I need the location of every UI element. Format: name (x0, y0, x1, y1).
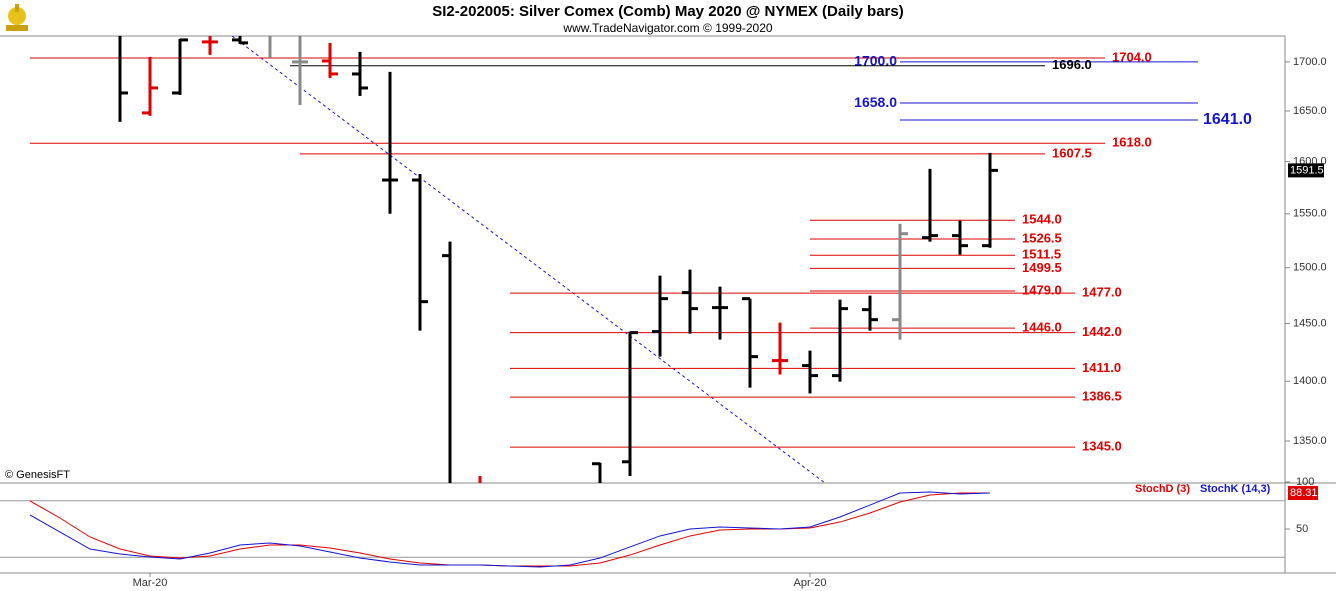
x-tick-label: Mar-20 (133, 577, 168, 589)
stoch-lines (29, 491, 991, 568)
y-tick-label: 1500.0 (1293, 262, 1327, 274)
bars (118, 36, 998, 483)
level-label: 1511.5 (1022, 247, 1061, 262)
y-tick-label: 1700.0 (1293, 56, 1327, 68)
last-price-label: 1591.5 (1290, 164, 1324, 176)
logo (6, 4, 28, 31)
y-tick-label: 50 (1296, 523, 1308, 535)
level-label: 1442.0 (1082, 324, 1122, 339)
level-label: 1526.5 (1022, 230, 1062, 245)
y-tick-label: 1450.0 (1293, 317, 1327, 329)
legend-label: StochK (14,3) (1200, 483, 1271, 495)
trend-line (231, 36, 826, 483)
legend-label: StochD (3) (1135, 483, 1190, 495)
level-label: 1700.0 (854, 53, 897, 69)
level-label: 1345.0 (1082, 439, 1122, 454)
x-tick-label: Apr-20 (793, 577, 826, 589)
level-label: 1477.0 (1082, 285, 1122, 300)
last-value-label: 88.31 (1290, 487, 1318, 499)
y-tick-label: 1400.0 (1293, 375, 1327, 387)
level-label: 1386.5 (1082, 389, 1122, 404)
y-tick-label: 100 (1296, 476, 1314, 488)
last-price-box (1288, 163, 1324, 178)
level-label: 1618.0 (1112, 135, 1152, 150)
level-label: 1411.0 (1082, 360, 1121, 375)
source: © GenesisFT (5, 469, 70, 481)
level-label: 1499.5 (1022, 260, 1062, 275)
chart-subtitle: www.TradeNavigator.com © 1999-2020 (562, 21, 772, 35)
level-label: 1446.0 (1022, 320, 1062, 335)
level-label: 1704.0 (1112, 49, 1152, 64)
level-label: 1479.0 (1022, 282, 1062, 297)
level-label: 1544.0 (1022, 212, 1062, 227)
y-tick-label: 1350.0 (1293, 435, 1327, 447)
level-label: 1641.0 (1203, 111, 1252, 128)
stoch-line (29, 491, 991, 568)
chart-title: SI2-202005: Silver Comex (Comb) May 2020… (432, 3, 903, 20)
last-value-box (1288, 485, 1318, 500)
y-tick-label: 1650.0 (1293, 105, 1327, 117)
y-tick-label: 1550.0 (1293, 208, 1327, 220)
level-label: 1607.5 (1052, 145, 1092, 160)
level-label: 1696.0 (1052, 57, 1092, 72)
level-label: 1658.0 (854, 94, 897, 110)
